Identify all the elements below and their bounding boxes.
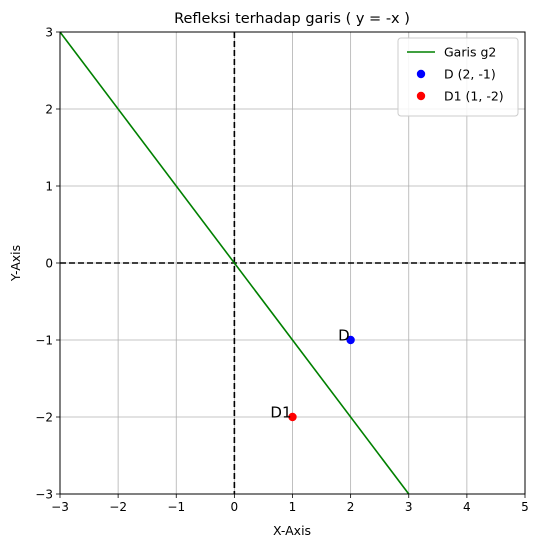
x-axis-label: X-Axis (273, 523, 311, 538)
point-annotations: D D1 (270, 327, 349, 422)
x-tick-label: 1 (289, 500, 297, 514)
legend-point-swatch (416, 91, 426, 101)
legend-entry-label: Garis g2 (444, 45, 496, 60)
legend-box (397, 37, 519, 117)
y-tick-label: 3 (45, 26, 53, 40)
y-tick-label: 0 (45, 257, 53, 271)
y-axis-label: Y-Axis (8, 245, 23, 282)
legend-point-swatch (416, 69, 426, 79)
annotation-label: D1 (270, 404, 291, 422)
legend-entry-label: D (2, -1) (444, 67, 496, 82)
x-tick-label: 5 (521, 500, 529, 514)
x-tick-label: −2 (109, 500, 127, 514)
y-tick-label: −2 (35, 411, 53, 425)
point-1 (346, 335, 355, 345)
chart-title: Refleksi terhadap garis ( y = -x ) (174, 11, 410, 27)
y-tick-label: 2 (45, 103, 53, 117)
annotation-label: D (338, 327, 350, 345)
x-tick-label: 3 (405, 500, 413, 514)
legend: Garis g2 D (2, -1) D1 (1, -2) (397, 37, 519, 117)
x-tick-label: 4 (463, 500, 471, 514)
legend-entry-label: D1 (1, -2) (444, 89, 504, 104)
x-tick-label: 0 (231, 500, 239, 514)
y-tick-label: 1 (45, 180, 53, 194)
plot-series (59, 31, 410, 495)
point-2 (288, 412, 297, 422)
y-tick-label: −1 (35, 334, 53, 348)
series-line-garis-g2 (59, 31, 410, 495)
x-tick-label: −1 (167, 500, 185, 514)
y-tick-label: −3 (35, 488, 53, 502)
x-tick-label: 2 (347, 500, 355, 514)
tick-labels: −3 −2 −1 0 1 2 3 4 5 −3 −2 −1 0 1 2 3 (35, 26, 529, 515)
x-tick-label: −3 (51, 500, 69, 514)
